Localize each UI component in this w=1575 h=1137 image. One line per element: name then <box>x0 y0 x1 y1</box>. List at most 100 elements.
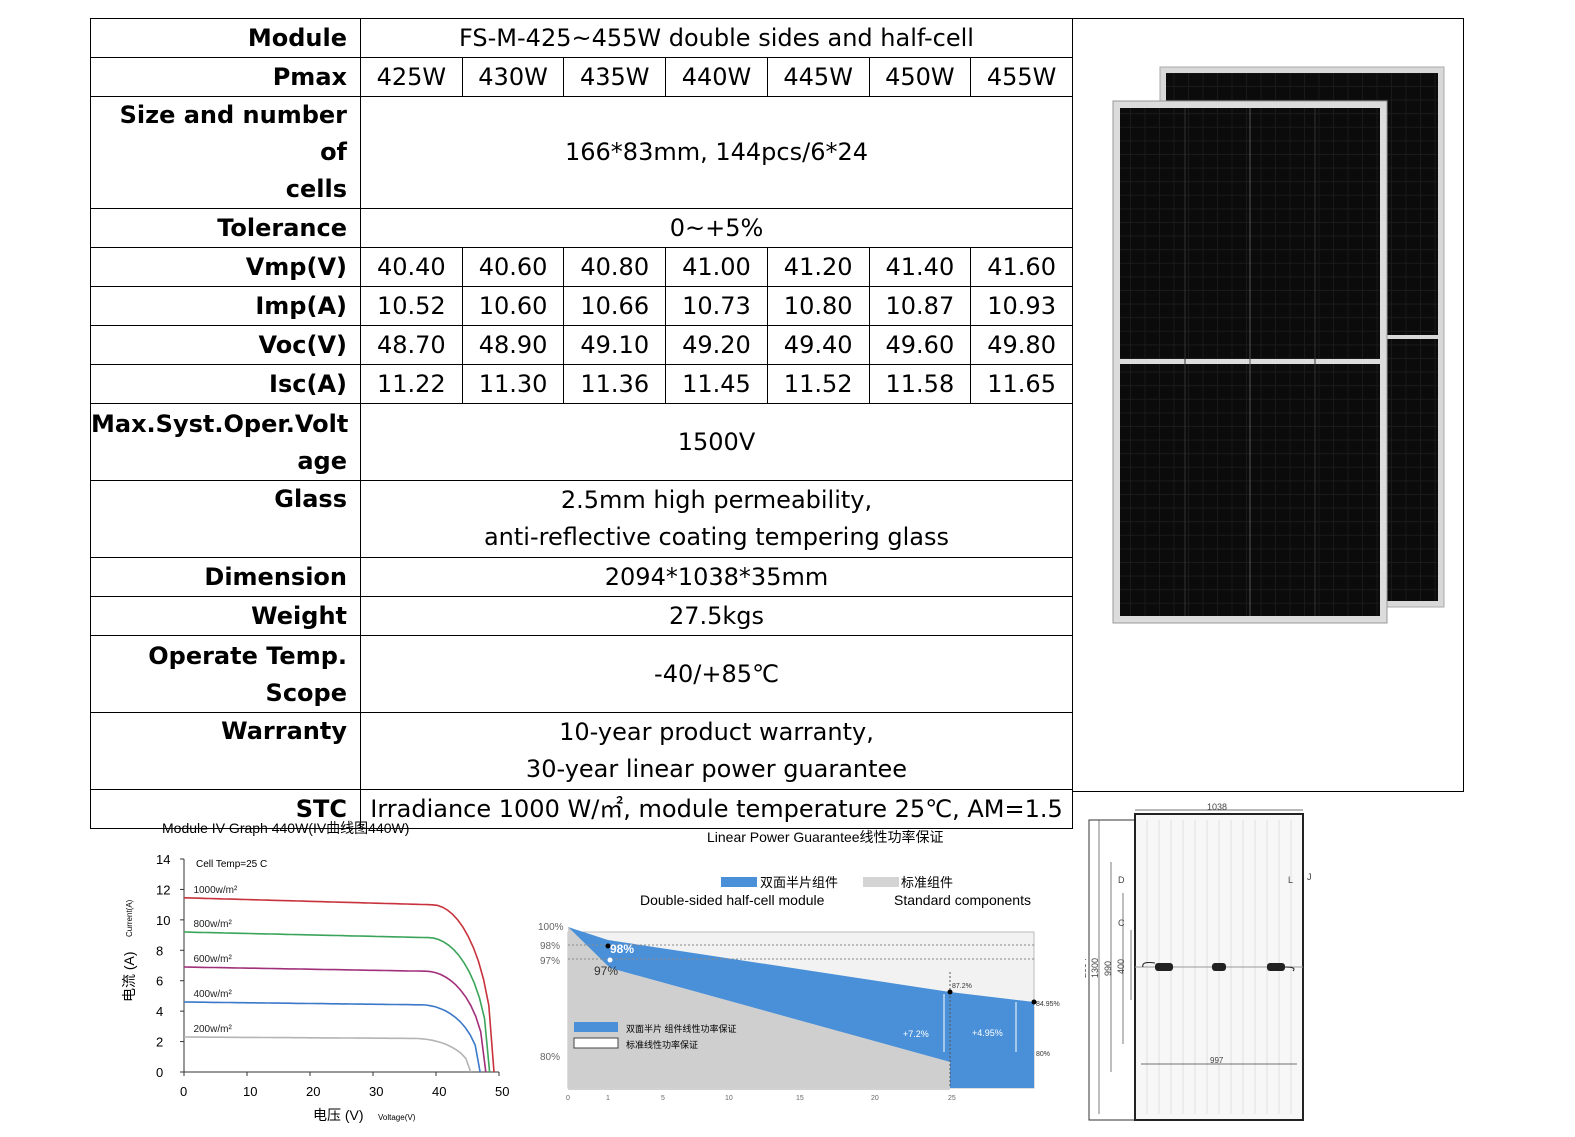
iv-curves: 1000w/m² 800w/m² 600w/m² 400w/m² 200w/m² <box>183 885 495 1073</box>
warranty-x-tick: 0 <box>566 1095 570 1102</box>
iv-y-tick: 4 <box>156 1004 163 1019</box>
iv-y-tick: 8 <box>156 943 163 958</box>
module-photo-panel <box>1073 18 1464 792</box>
spec-row: Pmax 425W 430W 435W 440W 445W 450W 455W <box>90 57 1073 97</box>
iv-axes: 0 10 20 30 40 50 0 2 4 6 8 10 12 14 <box>156 852 509 1099</box>
spec-value: 11.22 <box>360 364 463 404</box>
spec-label-line: Operate Temp. <box>148 642 347 670</box>
iv-curve-line <box>183 1001 481 1073</box>
x-axis-label-en: Voltage(V) <box>378 1113 416 1122</box>
y-axis-label-en: Current(A) <box>125 899 134 937</box>
iv-y-tick: 0 <box>156 1065 163 1080</box>
warranty-graph: Linear Power Guarantee线性功率保证 双面半片组件 Doub… <box>538 829 1060 1102</box>
iv-curve-label: 800w/m² <box>193 919 232 930</box>
x-axis-label-cn: 电压 (V) <box>313 1107 364 1123</box>
warranty-x-tick: 10 <box>725 1095 733 1102</box>
letter-c: C <box>1118 918 1125 928</box>
spec-value: 445W <box>766 57 870 97</box>
spec-label: Size and number of cells <box>90 96 361 209</box>
iv-y-tick: 14 <box>156 852 170 867</box>
legend-gray-swatch <box>863 877 899 887</box>
spec-value: 10.73 <box>665 286 768 326</box>
y-tick-80: 80% <box>540 1052 560 1063</box>
point-label-80: 80% <box>1036 1051 1050 1058</box>
iv-graph-title: Module IV Graph 440W(IV曲线图440W) <box>162 820 409 836</box>
spec-row: STC Irradiance 1000 W/㎡, module temperatu… <box>90 789 1073 829</box>
spec-value: -40/+85℃ <box>360 635 1073 713</box>
iv-curve-label: 1000w/m² <box>193 885 238 896</box>
iv-x-tick: 20 <box>306 1084 320 1099</box>
spec-value: 40.40 <box>360 247 463 287</box>
spec-value: 49.20 <box>665 325 768 365</box>
spec-label: Tolerance <box>90 208 361 248</box>
point-label-98: 98% <box>610 942 634 956</box>
spec-row: Tolerance 0~+5% <box>90 208 1073 248</box>
spec-value: 11.52 <box>766 364 870 404</box>
dimension-drawing: 1038 997 2094 1300 990 400 D C L J <box>1085 802 1312 1121</box>
spec-value: 11.45 <box>665 364 768 404</box>
spec-value: 0~+5% <box>360 208 1073 248</box>
spec-label-line: Max.Syst.Oper.Volt <box>91 410 349 438</box>
warranty-x-tick: 20 <box>871 1095 879 1102</box>
spec-label: Max.Syst.Oper.Volt age <box>90 403 361 481</box>
letter-l: L <box>1288 875 1293 885</box>
spec-row: Size and number of cells 166*83mm, 144pcs/… <box>90 96 1073 209</box>
spec-value: 455W <box>970 57 1073 97</box>
spec-value: 440W <box>665 57 768 97</box>
spec-row: Weight 27.5kgs <box>90 596 1073 636</box>
cell-temp-label: Cell Temp=25 C <box>196 859 267 870</box>
warranty-plot <box>567 927 1037 1090</box>
dim-990: 990 <box>1103 961 1113 976</box>
spec-value: FS-M-425~455W double sides and half-cell <box>360 18 1073 58</box>
spec-value: 11.36 <box>563 364 667 404</box>
iv-y-tick: 2 <box>156 1035 163 1050</box>
spec-label: STC <box>90 789 361 829</box>
spec-label: Pmax <box>90 57 361 97</box>
gain-label-495: +4.95% <box>972 1028 1003 1038</box>
spec-label-line: age <box>297 447 347 475</box>
spec-value: 166*83mm, 144pcs/6*24 <box>360 96 1073 209</box>
spec-value: 10.52 <box>360 286 463 326</box>
spec-value: 49.40 <box>766 325 870 365</box>
iv-x-tick: 0 <box>180 1084 187 1099</box>
iv-curve-line <box>184 1036 472 1073</box>
iv-curve-label: 600w/m² <box>193 954 232 965</box>
spec-value: 10.60 <box>461 286 565 326</box>
spec-value: 1500V <box>360 403 1073 481</box>
dim-2094: 2094 <box>1085 958 1088 978</box>
spec-row: Max.Syst.Oper.Volt age 1500V <box>90 403 1073 481</box>
iv-x-tick: 40 <box>432 1084 446 1099</box>
letter-d: D <box>1118 875 1125 885</box>
spec-value: 11.58 <box>868 364 972 404</box>
spec-row: Module FS-M-425~455W double sides and hal… <box>90 18 1073 58</box>
dim-400: 400 <box>1116 959 1126 974</box>
spec-label: Operate Temp. Scope <box>90 635 361 713</box>
point-label-97: 97% <box>594 964 618 978</box>
inner-legend-blue: 双面半片 组件线性功率保证 <box>626 1023 737 1034</box>
iv-y-tick: 6 <box>156 974 163 989</box>
solar-panel-image <box>1112 66 1445 624</box>
iv-x-tick: 50 <box>495 1084 509 1099</box>
inner-legend-gray: 标准线性功率保证 <box>626 1039 698 1050</box>
spec-value: 430W <box>461 57 565 97</box>
spec-label: Warranty <box>90 712 361 790</box>
spec-value: 41.40 <box>868 247 972 287</box>
spec-value: 11.65 <box>970 364 1073 404</box>
spec-value: 435W <box>563 57 667 97</box>
dim-bottom: 997 <box>1210 1056 1224 1065</box>
spec-value: 10.87 <box>868 286 972 326</box>
spec-value: 11.30 <box>461 364 565 404</box>
iv-y-tick: 10 <box>156 913 170 928</box>
spec-value: 10-year product warranty, 30-year linear … <box>360 712 1073 790</box>
warranty-x-tick: 25 <box>948 1095 956 1102</box>
spec-row: Isc(A) 11.22 11.30 11.36 11.45 11.52 11.58 11.6… <box>90 364 1073 404</box>
spec-value: 41.00 <box>665 247 768 287</box>
iv-curve-label: 200w/m² <box>193 1024 232 1035</box>
warranty-x-tick: 1 <box>606 1095 610 1102</box>
iv-curve-line <box>183 897 495 1073</box>
spec-value: 41.20 <box>766 247 870 287</box>
spec-value-line: 10-year product warranty, <box>559 718 874 746</box>
spec-label: Module <box>90 18 361 58</box>
spec-value: 48.70 <box>360 325 463 365</box>
spec-value: 49.10 <box>563 325 667 365</box>
